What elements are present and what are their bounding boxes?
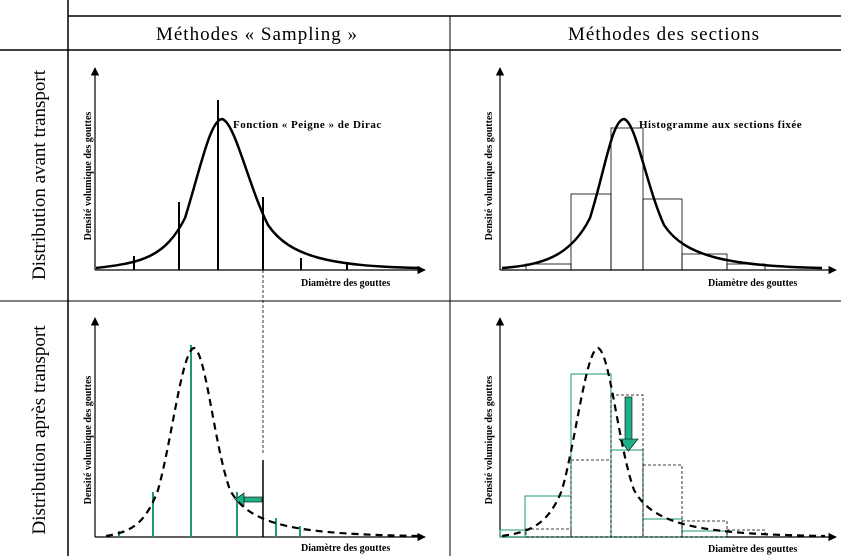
shift-down-arrow-head	[618, 438, 639, 452]
histogram-bin-2	[570, 193, 612, 271]
transported-bin-5	[642, 518, 683, 538]
transported-bin-2	[524, 495, 572, 538]
histogram-annotation: Histogramme aux sections fixée	[639, 119, 802, 131]
transported-curve	[105, 346, 421, 538]
panel-sections-after: Diamètre des gouttes Densité volumique d…	[484, 317, 837, 555]
shift-arrow-body	[243, 496, 263, 503]
original-bin-4	[642, 464, 683, 538]
header-sampling: Méthodes « Sampling »	[156, 24, 358, 45]
shift-down-arrow	[618, 396, 639, 452]
histogram-bin-4	[642, 198, 683, 271]
transported-bin-4	[610, 449, 644, 538]
y-axis-label: Densité volumique des gouttes	[83, 112, 94, 241]
x-axis-label: Diamètre des gouttes	[708, 544, 797, 555]
y-axis-label: Densité volumique des gouttes	[484, 376, 495, 505]
header-sections: Méthodes des sections	[568, 24, 760, 45]
y-axis-label: Densité volumique des gouttes	[83, 376, 94, 505]
transported-bin-6	[681, 530, 728, 538]
distribution-curve	[501, 117, 823, 270]
transported-bin-3	[570, 373, 612, 538]
original-bin-2	[570, 459, 612, 538]
original-bin-5	[681, 520, 728, 538]
histogram-bin-5	[681, 253, 728, 271]
histogram-bins	[525, 127, 766, 271]
histogram-bin-1	[525, 263, 572, 271]
panel-sampling-after: Diamètre des gouttes Densité volumique d…	[83, 317, 426, 554]
x-axis-label: Diamètre des gouttes	[301, 278, 390, 289]
row-label-after: Distribution après transport	[29, 325, 50, 535]
row-label-before: Distribution avant transport	[29, 69, 50, 280]
x-axis-label: Diamètre des gouttes	[708, 278, 797, 289]
original-bins-dashed	[525, 394, 766, 538]
panel-sampling-before: Diamètre des gouttes Densité volumique d…	[83, 67, 426, 289]
dirac-annotation: Fonction « Peigne » de Dirac	[233, 119, 382, 131]
distribution-curve	[95, 117, 421, 270]
transported-curve	[501, 346, 826, 538]
shift-down-arrow-body	[624, 396, 633, 441]
original-bin-6	[726, 529, 766, 538]
transported-peaks	[118, 345, 301, 537]
x-axis-label: Diamètre des gouttes	[301, 543, 390, 554]
original-bin-1	[525, 528, 572, 538]
y-axis-label: Densité volumique des gouttes	[484, 112, 495, 241]
panel-sections-before: Diamètre des gouttes Densité volumique d…	[484, 67, 837, 289]
